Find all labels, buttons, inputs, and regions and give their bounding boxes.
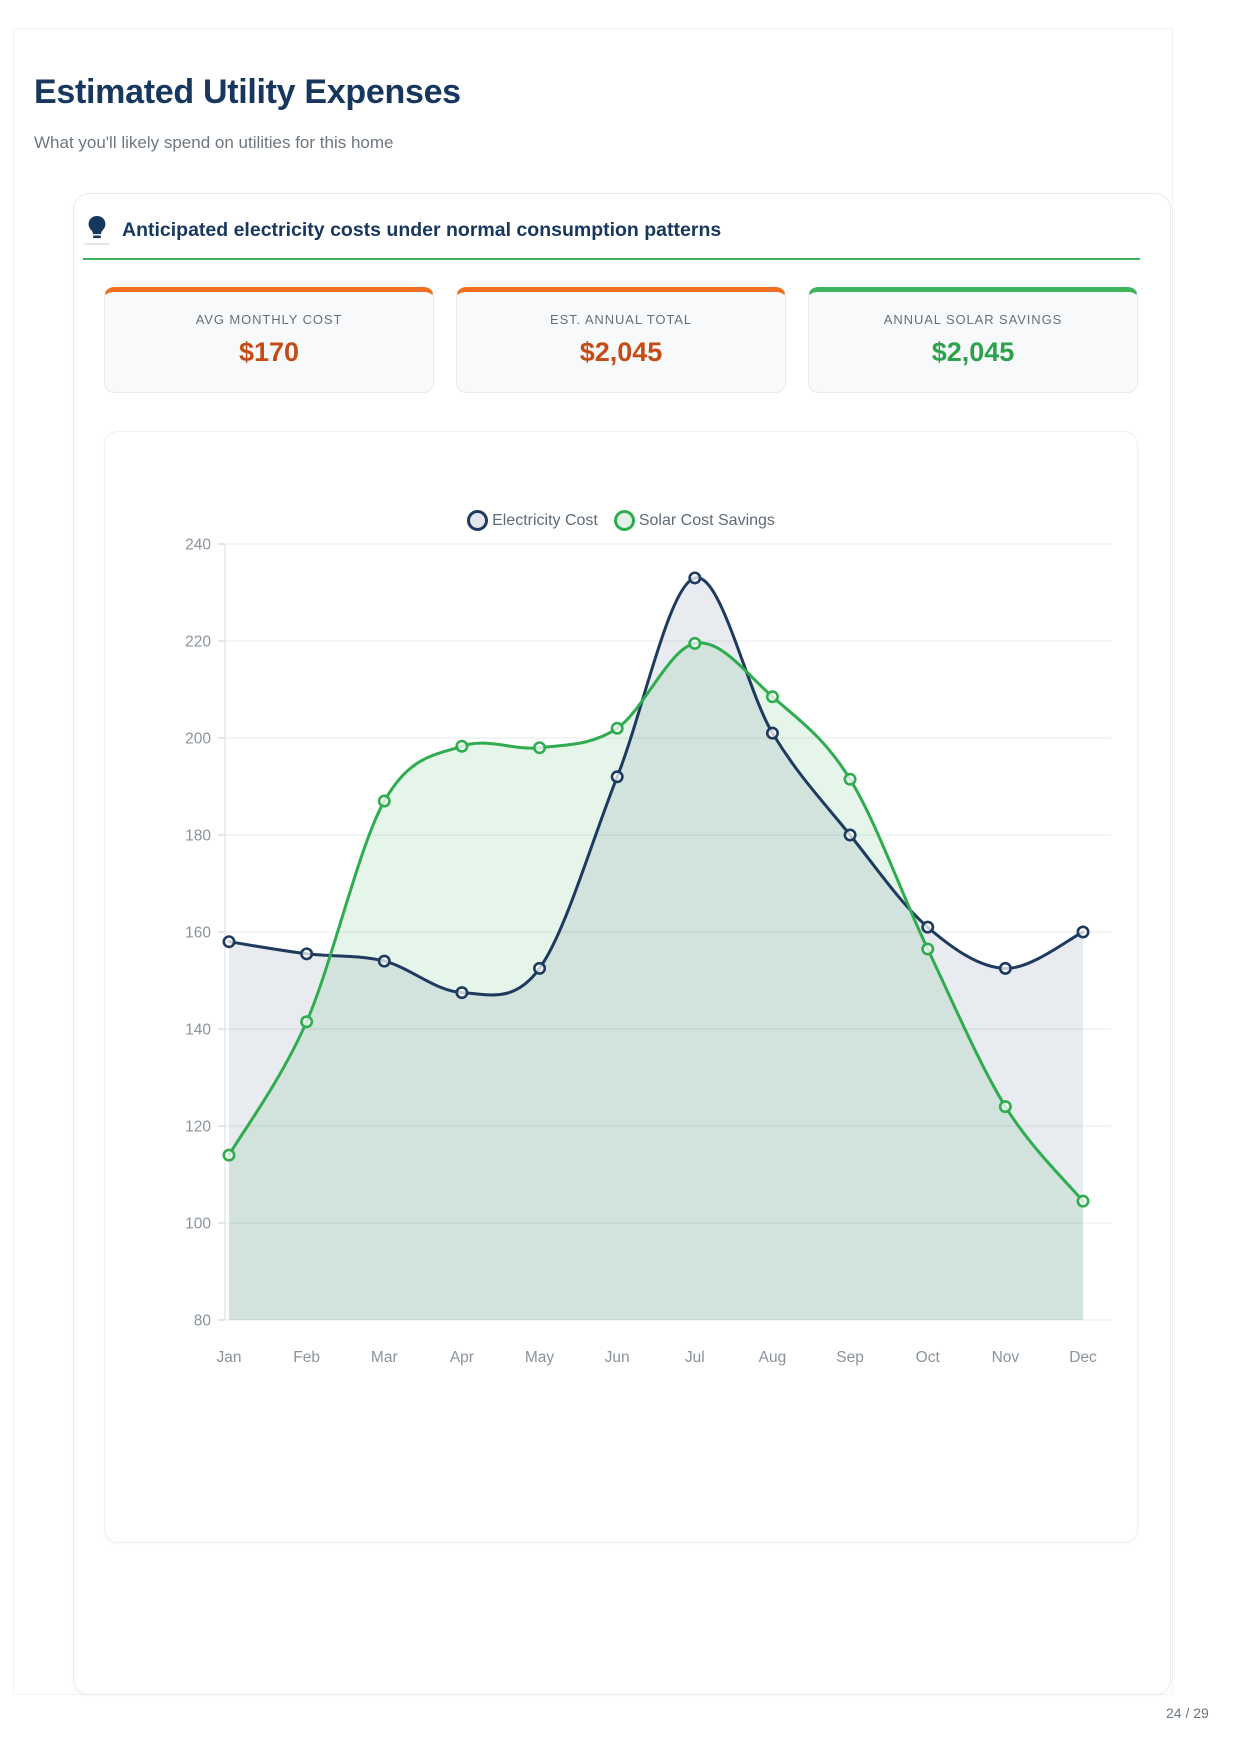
svg-text:200: 200 (185, 731, 211, 748)
svg-text:Apr: Apr (450, 1349, 474, 1366)
svg-text:Jan: Jan (217, 1349, 242, 1366)
svg-text:100: 100 (185, 1216, 211, 1233)
svg-text:80: 80 (194, 1313, 212, 1330)
green-divider (83, 258, 1140, 260)
icon-underline (84, 243, 110, 245)
page-subtitle: What you'll likely spend on utilities fo… (34, 133, 394, 152)
expenses-chart-card: Electricity Cost Solar Cost Savings 240 2… (104, 431, 1138, 1543)
svg-text:May: May (525, 1349, 555, 1366)
lightbulb-icon (83, 215, 111, 245)
stat-label: ANNUAL SOLAR SAVINGS (883, 312, 1063, 327)
svg-text:220: 220 (185, 634, 211, 651)
svg-text:Nov: Nov (992, 1349, 1020, 1366)
svg-text:Aug: Aug (759, 1349, 787, 1366)
stat-label: AVG MONTHLY COST (195, 312, 343, 327)
callout-header: Anticipated electricity costs under norm… (74, 194, 1170, 245)
legend-item-electricity: Electricity Cost (467, 510, 598, 531)
page-title: Estimated Utility Expenses (34, 73, 461, 111)
legend-label: Electricity Cost (492, 511, 598, 529)
utility-expenses-card: Anticipated electricity costs under norm… (73, 193, 1171, 1695)
svg-text:Feb: Feb (293, 1349, 320, 1366)
svg-text:120: 120 (185, 1119, 211, 1136)
stat-value: $2,045 (579, 337, 663, 367)
stat-card-annual-total: EST. ANNUAL TOTAL $2,045 (456, 287, 786, 393)
callout-title: Anticipated electricity costs under norm… (122, 218, 722, 241)
expenses-line-chart: 240 220 200 180 160 140 120 100 80 Jan Feb Mar Apr Ma… (105, 432, 1137, 1432)
stat-value: $2,045 (931, 337, 1015, 367)
stat-card-avg-monthly: AVG MONTHLY COST $170 (104, 287, 434, 393)
svg-text:160: 160 (185, 925, 211, 942)
legend-item-solar: Solar Cost Savings (613, 510, 775, 531)
chart-legend: Electricity Cost Solar Cost Savings (105, 510, 1137, 531)
stat-card-solar-savings: ANNUAL SOLAR SAVINGS $2,045 (808, 287, 1138, 393)
svg-text:Mar: Mar (371, 1349, 398, 1366)
report-page: Estimated Utility Expenses What you'll l… (13, 28, 1173, 1695)
page-number: 24 / 29 (1166, 1705, 1209, 1721)
svg-text:140: 140 (185, 1022, 211, 1039)
electricity-legend-ring-icon (467, 510, 489, 531)
svg-text:Jun: Jun (605, 1349, 630, 1366)
stat-label: EST. ANNUAL TOTAL (550, 312, 692, 327)
solar-legend-ring-icon (613, 510, 635, 531)
svg-text:180: 180 (185, 828, 211, 845)
svg-text:Jul: Jul (685, 1349, 705, 1366)
svg-text:240: 240 (185, 537, 211, 554)
stats-row: AVG MONTHLY COST $170 EST. ANNUAL TOTAL … (104, 287, 1138, 393)
svg-text:Dec: Dec (1069, 1349, 1097, 1366)
svg-text:Sep: Sep (836, 1349, 864, 1366)
legend-label: Solar Cost Savings (638, 511, 775, 529)
stat-value: $170 (238, 337, 300, 367)
svg-text:Oct: Oct (916, 1349, 941, 1366)
